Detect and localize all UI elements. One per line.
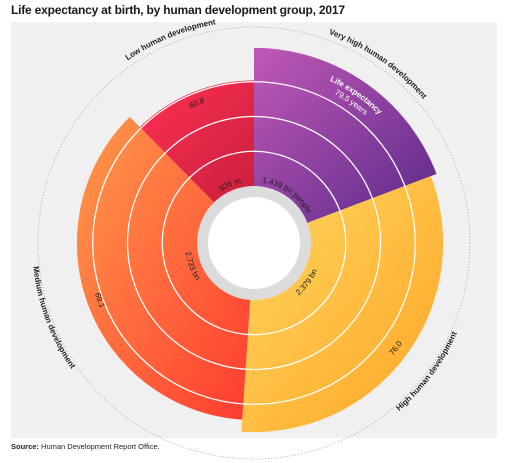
source-text: Human Development Report Office. <box>41 442 160 451</box>
group-name-3: Low human development <box>124 17 217 62</box>
sector-high-human-development <box>241 176 444 433</box>
reference-ring <box>92 81 416 405</box>
source-label: Source: <box>11 442 39 451</box>
sector-medium-human-development <box>76 116 251 420</box>
center-hole <box>208 197 300 289</box>
group-name-2: Medium human development <box>31 266 77 371</box>
ring-group <box>37 26 471 460</box>
outer-dotted-ring <box>37 26 471 460</box>
sector-low-human-development <box>139 80 254 203</box>
reference-ring <box>126 115 382 371</box>
sector-very-high-human-development <box>254 47 437 223</box>
reference-ring <box>161 150 347 336</box>
source-note: Source: Human Development Report Office. <box>11 442 160 451</box>
chart-title: Life expectancy at birth, by human devel… <box>11 3 345 17</box>
